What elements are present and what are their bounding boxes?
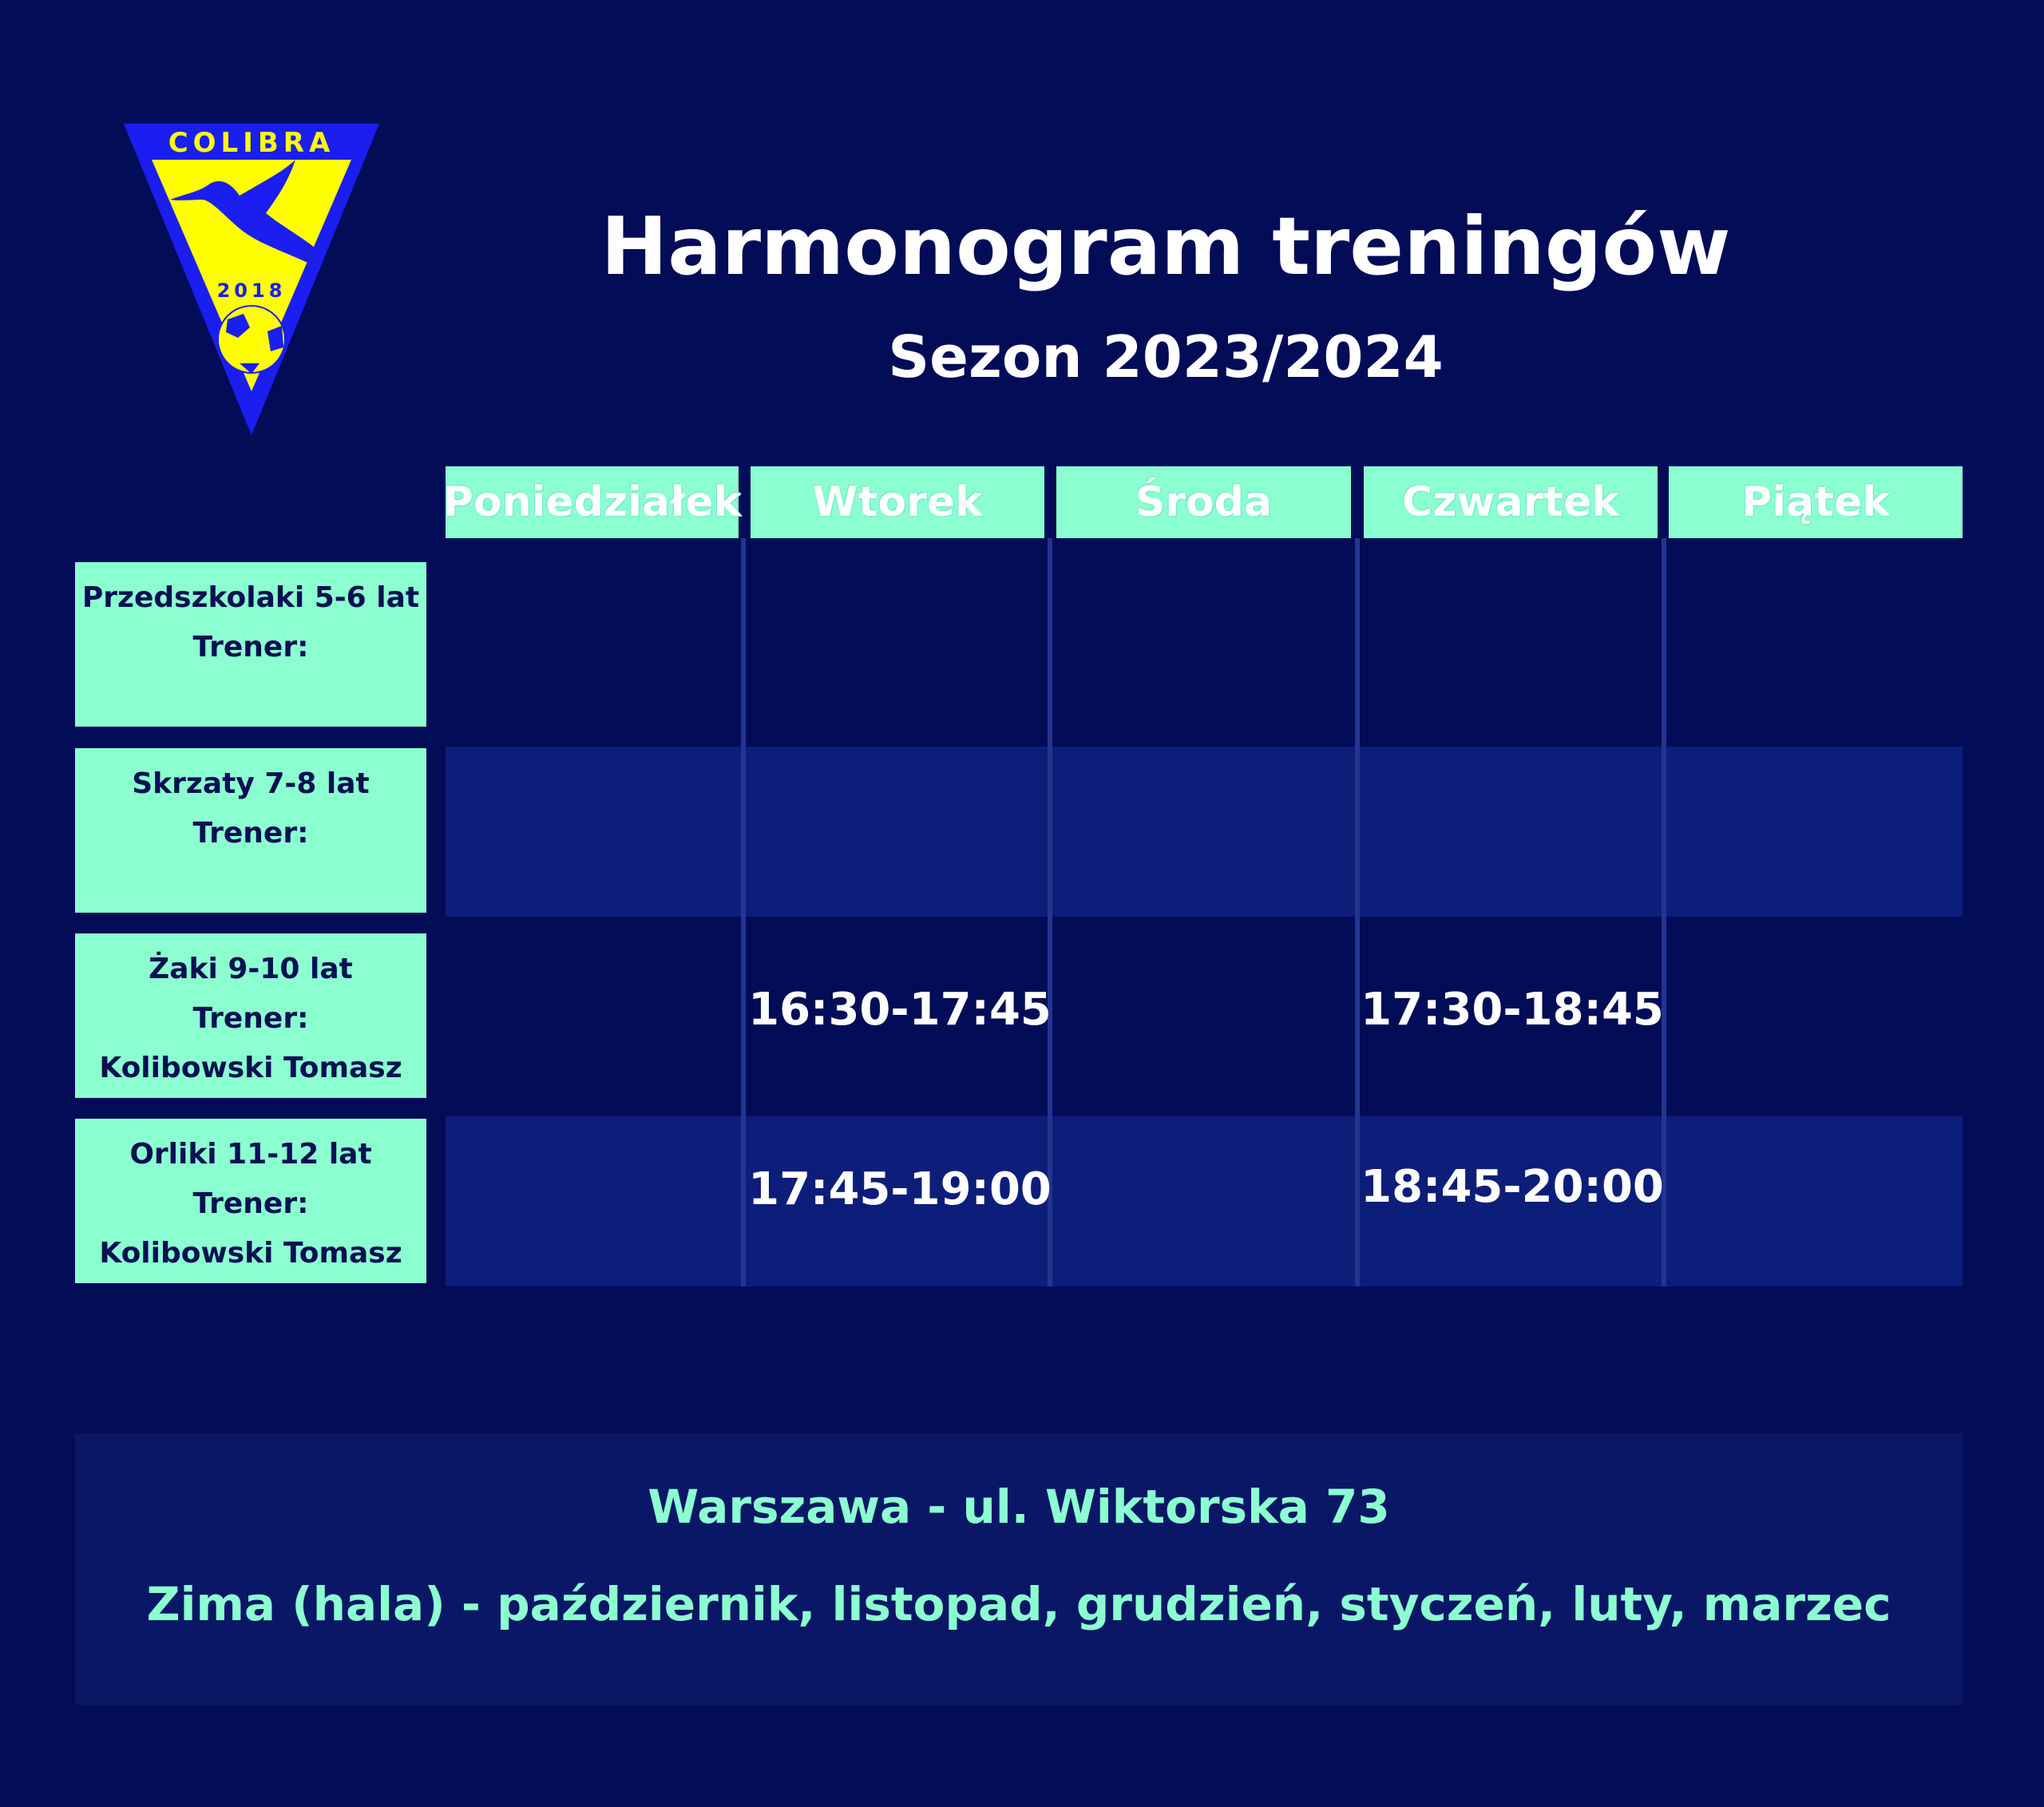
svg-text:2018: 2018 [217, 279, 287, 302]
season-subtitle: Sezon 2023/2024 [888, 323, 1444, 390]
row-stripe [446, 747, 1963, 917]
trainer-label: Trener: [192, 817, 309, 850]
group-name: Żaki 9-10 lat [149, 953, 353, 985]
group-label: Orliki 11-12 lat Trener: Kolibowski Toma… [75, 1119, 426, 1283]
day-header-thursday: Czwartek [1364, 466, 1658, 538]
time-slot: 17:30-18:45 [1361, 984, 1664, 1036]
trainer-label: Trener: [192, 1002, 309, 1035]
time-slot: 18:45-20:00 [1361, 1161, 1664, 1213]
trainer-name: Kolibowski Tomasz [99, 1052, 402, 1084]
column-divider [1048, 538, 1052, 1286]
club-logo: COLIBRA 2018 [124, 124, 379, 435]
group-label: Skrzaty 7-8 lat Trener: [75, 748, 426, 913]
day-header-monday: Poniedziałek [443, 466, 741, 538]
time-slot: 16:30-17:45 [748, 984, 1052, 1036]
day-header-wednesday: Środa [1056, 466, 1351, 538]
group-name: Przedszkolaki 5-6 lat [81, 581, 420, 614]
day-header-tuesday: Wtorek [751, 466, 1044, 538]
page-title: Harmonogram treningów [600, 200, 1731, 293]
group-label: Przedszkolaki 5-6 lat Trener: [75, 562, 426, 727]
group-name: Skrzaty 7-8 lat [132, 767, 370, 800]
column-divider [1355, 538, 1360, 1286]
trainer-name: Kolibowski Tomasz [99, 1237, 402, 1270]
column-divider [1662, 538, 1666, 1286]
location-text: Warszawa - ul. Wiktorska 73 [648, 1480, 1390, 1534]
trainer-label: Trener: [192, 1187, 309, 1220]
group-label: Żaki 9-10 lat Trener: Kolibowski Tomasz [75, 933, 426, 1098]
group-name: Orliki 11-12 lat [129, 1138, 372, 1171]
row-stripe [446, 1116, 1963, 1286]
time-slot: 17:45-19:00 [748, 1163, 1052, 1215]
footer-panel [75, 1433, 1963, 1705]
svg-text:COLIBRA: COLIBRA [168, 127, 335, 159]
day-header-friday: Piątek [1669, 466, 1963, 538]
column-divider [741, 538, 746, 1286]
season-note: Zima (hala) - październik, listopad, gru… [146, 1577, 1891, 1631]
trainer-label: Trener: [192, 631, 309, 664]
